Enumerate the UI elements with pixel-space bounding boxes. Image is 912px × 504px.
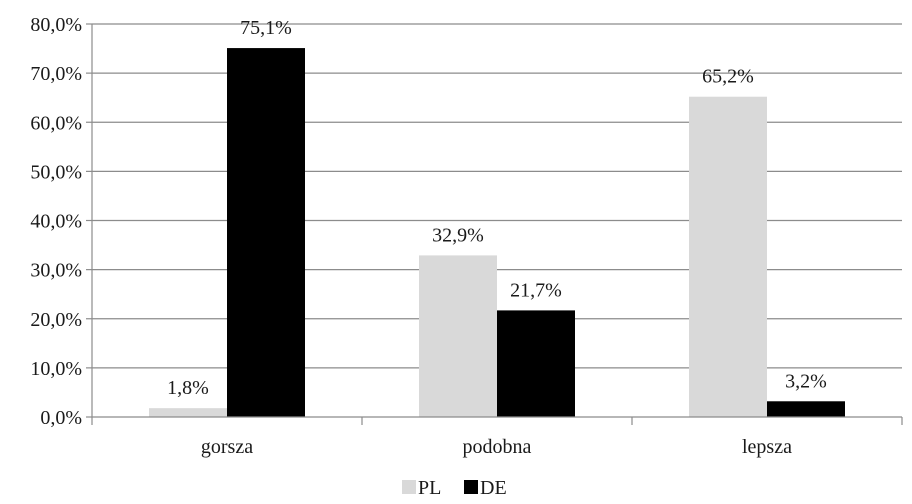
y-tick-label: 40,0% <box>30 211 82 233</box>
legend-label: PL <box>418 477 441 499</box>
data-label: 3,2% <box>785 370 827 392</box>
data-label: 1,8% <box>167 377 209 399</box>
legend-swatch-pl <box>402 480 416 494</box>
data-label: 75,1% <box>240 17 292 39</box>
category-label: gorsza <box>201 436 253 458</box>
data-labels: 1,8% 75,1% 32,9% 21,7% 65,2% 3,2% <box>167 17 827 399</box>
legend: PL DE <box>402 477 507 499</box>
data-label: 65,2% <box>702 66 754 88</box>
y-tick-labels: 0,0% 10,0% 20,0% 30,0% 40,0% 50,0% 60,0% 70,0% 8… <box>30 14 82 429</box>
category-labels: gorsza podobna lepsza <box>201 436 792 458</box>
category-label: podobna <box>463 436 532 458</box>
bar-de <box>767 401 845 417</box>
category-label: lepsza <box>742 436 792 458</box>
y-tick-label: 50,0% <box>30 161 82 183</box>
y-tick-label: 80,0% <box>30 14 82 36</box>
y-tick-label: 10,0% <box>30 358 82 380</box>
bar-pl <box>689 96 767 417</box>
legend-label: DE <box>480 477 507 499</box>
axes <box>86 23 903 425</box>
bar-de <box>497 310 575 417</box>
y-tick-label: 0,0% <box>40 407 82 429</box>
data-label: 21,7% <box>510 279 562 301</box>
data-label: 32,9% <box>432 224 484 246</box>
legend-swatch-de <box>464 480 478 494</box>
bar-de <box>227 48 305 417</box>
y-tick-label: 60,0% <box>30 112 82 134</box>
y-tick-label: 70,0% <box>30 63 82 85</box>
bar-pl <box>419 255 497 417</box>
y-tick-label: 20,0% <box>30 309 82 331</box>
bars <box>149 48 845 417</box>
bar-pl <box>149 408 227 417</box>
y-tick-label: 30,0% <box>30 260 82 282</box>
